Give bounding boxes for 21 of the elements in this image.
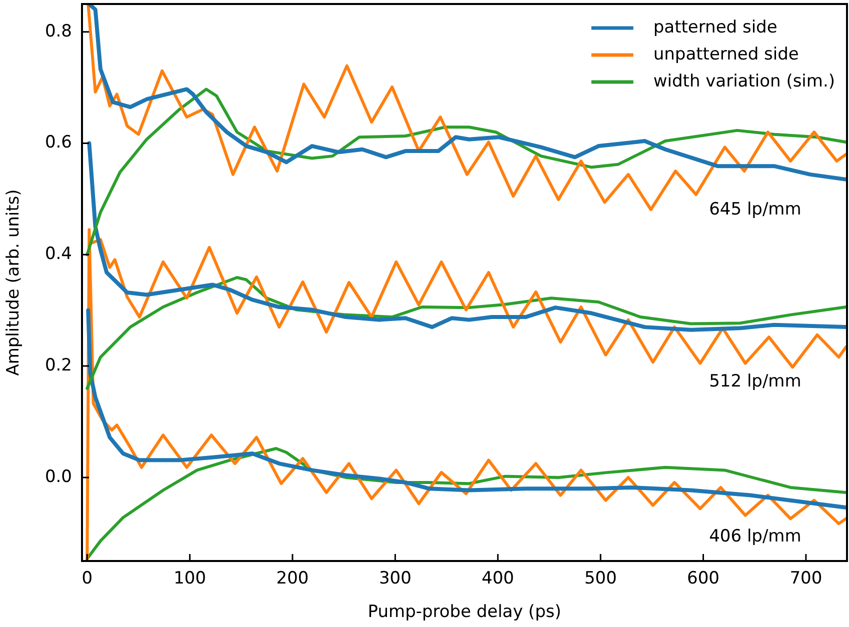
legend-label: unpatterned side xyxy=(653,44,799,64)
y-tick-label: 0.0 xyxy=(44,466,72,487)
annotation: 512 lp/mm xyxy=(709,372,802,392)
x-tick-label: 500 xyxy=(584,568,617,589)
x-tick-label: 100 xyxy=(174,568,206,589)
annotation: 645 lp/mm xyxy=(709,200,802,220)
x-tick-label: 200 xyxy=(276,568,309,589)
x-axis-title: Pump-probe delay (ps) xyxy=(368,602,562,622)
y-tick-label: 0.6 xyxy=(44,132,72,153)
y-tick-label: 0.2 xyxy=(44,355,72,376)
x-tick-label: 600 xyxy=(687,568,720,589)
x-tick-label: 700 xyxy=(790,568,822,589)
y-tick-label: 0.8 xyxy=(44,21,72,42)
legend-label: patterned side xyxy=(653,17,778,38)
x-tick-label: 0 xyxy=(82,568,93,589)
y-tick-label: 0.4 xyxy=(44,244,72,264)
legend-label: width variation (sim.) xyxy=(653,71,836,92)
x-tick-label: 400 xyxy=(482,568,514,589)
annotation: 406 lp/mm xyxy=(709,526,802,546)
y-axis-title: Amplitude (arb. units) xyxy=(4,189,24,376)
x-tick-label: 300 xyxy=(378,568,412,589)
